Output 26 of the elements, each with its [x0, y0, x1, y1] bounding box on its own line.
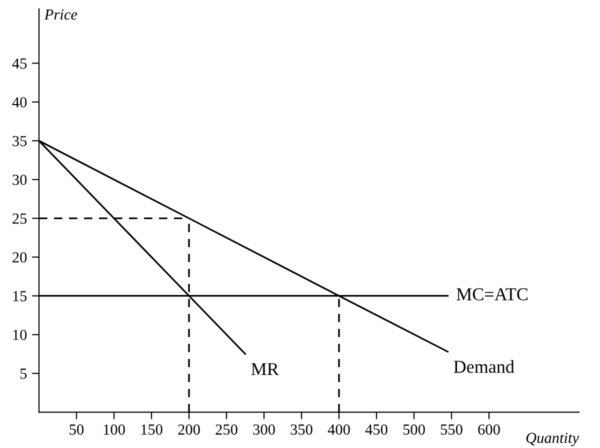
x-tick-label: 500	[403, 424, 425, 435]
y-tick-label: 30	[12, 174, 27, 185]
x-tick-label: 400	[328, 424, 350, 435]
y-axis-title: Price	[44, 9, 78, 20]
y-tick-label: 40	[12, 97, 27, 108]
series-label: MR	[251, 363, 279, 376]
y-tick-label: 10	[13, 330, 27, 340]
y-tick-label: 5	[20, 368, 27, 379]
x-tick-label: 350	[290, 424, 312, 435]
x-tick-label: 600	[478, 424, 500, 435]
series-label: MC=ATC	[456, 288, 528, 300]
x-tick-label: 300	[253, 424, 275, 435]
x-tick-label: 150	[141, 424, 162, 435]
x-tick-label: 450	[365, 424, 388, 435]
x-tick-label: 200	[178, 424, 200, 435]
x-tick-label: 50	[70, 424, 84, 435]
x-tick-label: 100	[104, 424, 125, 435]
y-tick-label: 15	[13, 291, 27, 302]
y-tick-label: 35	[12, 136, 27, 146]
x-axis-title: Quantity	[526, 432, 580, 446]
x-tick-label: 550	[440, 424, 462, 435]
x-tick-label: 250	[216, 424, 238, 435]
y-tick-label: 45	[12, 58, 27, 69]
y-tick-label: 25	[12, 214, 27, 224]
y-tick-label: 20	[12, 252, 27, 263]
series-label: Demand	[454, 360, 514, 373]
